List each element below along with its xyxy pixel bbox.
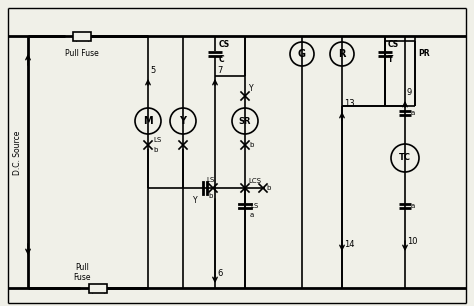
Text: Y: Y xyxy=(249,84,254,93)
Text: Pull Fuse: Pull Fuse xyxy=(65,49,99,58)
Text: 7: 7 xyxy=(217,66,222,75)
Text: G: G xyxy=(298,49,306,59)
Text: 9: 9 xyxy=(407,88,412,97)
Text: D.C. Source: D.C. Source xyxy=(13,131,22,175)
Text: 5: 5 xyxy=(150,66,155,75)
Text: CS: CS xyxy=(219,40,230,49)
Text: PR: PR xyxy=(418,50,429,58)
Text: b: b xyxy=(153,147,157,153)
Text: LS: LS xyxy=(153,137,161,143)
Text: 14: 14 xyxy=(344,240,355,249)
Bar xyxy=(73,32,91,40)
Text: a: a xyxy=(250,212,254,218)
Text: LS: LS xyxy=(207,177,215,183)
Text: a: a xyxy=(411,110,415,116)
Text: b: b xyxy=(209,193,213,199)
Text: LS: LS xyxy=(250,203,258,209)
Text: T: T xyxy=(388,55,393,64)
Text: Pull
Fuse: Pull Fuse xyxy=(73,263,91,282)
Text: a: a xyxy=(411,203,415,209)
Text: b: b xyxy=(249,142,254,148)
Text: LCS: LCS xyxy=(248,178,261,184)
Text: 6: 6 xyxy=(217,269,222,278)
Text: b: b xyxy=(266,185,270,191)
Text: 10: 10 xyxy=(407,237,418,246)
Text: SR: SR xyxy=(239,117,251,125)
Text: TC: TC xyxy=(399,154,411,162)
Text: 13: 13 xyxy=(344,99,355,108)
Bar xyxy=(89,283,107,293)
Text: Y: Y xyxy=(193,196,197,205)
Text: C: C xyxy=(219,55,225,64)
Text: CS: CS xyxy=(388,40,399,49)
Text: R: R xyxy=(338,49,346,59)
Text: Y: Y xyxy=(180,116,186,126)
Text: M: M xyxy=(143,116,153,126)
